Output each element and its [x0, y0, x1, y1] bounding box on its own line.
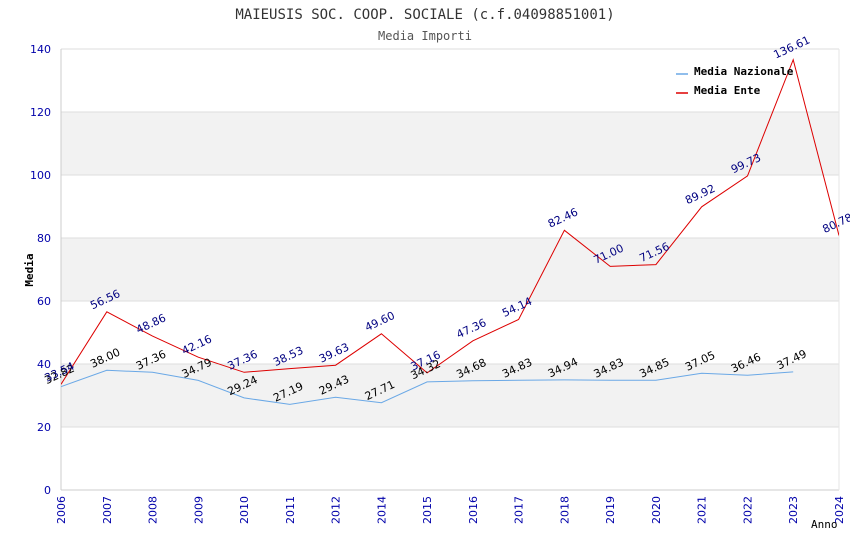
x-tick-2020: 2020	[650, 496, 663, 524]
x-tick-2007: 2007	[101, 496, 114, 524]
data-label-media-ente-2014: 49.60	[363, 309, 397, 334]
y-tick-80: 80	[37, 232, 51, 245]
series-line-media-ente	[61, 58, 839, 385]
x-tick-2017: 2017	[513, 496, 526, 524]
axes	[60, 49, 840, 491]
chart-subtitle: Media Importi	[378, 29, 472, 43]
gridlines	[61, 48, 839, 491]
background-bands	[61, 112, 839, 427]
x-tick-2006: 2006	[55, 496, 68, 524]
y-axis-label: Media	[23, 253, 36, 286]
data-label-media-ente-2008: 48.86	[134, 311, 168, 336]
x-tick-2010: 2010	[238, 496, 251, 524]
data-label-media-ente-2024: 80.78	[820, 211, 850, 236]
data-label-media-ente-2012: 39.63	[317, 340, 351, 365]
x-tick-2012: 2012	[330, 496, 343, 524]
legend-label-media-ente: Media Ente	[694, 84, 761, 97]
x-tick-2024: 2024	[833, 496, 846, 524]
data-label-media-ente-2009: 42.16	[180, 332, 214, 357]
data-label-media-ente-2023: 136.61	[772, 33, 812, 61]
x-tick-2019: 2019	[604, 496, 617, 524]
band-20-40	[61, 364, 839, 427]
y-tick-0: 0	[44, 484, 51, 497]
series-line-media-nazionale	[61, 369, 794, 405]
band-100-120	[61, 112, 839, 175]
y-tick-60: 60	[37, 295, 51, 308]
y-tick-20: 20	[37, 421, 51, 434]
x-axis-label: Anno	[811, 518, 838, 531]
y-tick-140: 140	[30, 43, 51, 56]
x-tick-2022: 2022	[741, 496, 754, 524]
legend-label-media-nazionale: Media Nazionale	[694, 65, 794, 78]
y-tick-labels: 0 20 40 60 80 100 120 140	[30, 43, 51, 497]
chart-title: MAIEUSIS SOC. COOP. SOCIALE (c.f.0409885…	[235, 7, 614, 23]
x-tick-2023: 2023	[787, 496, 800, 524]
data-label-media-ente-2021: 89.92	[683, 182, 717, 207]
y-tick-100: 100	[30, 169, 51, 182]
x-tick-2014: 2014	[375, 496, 388, 524]
y-tick-120: 120	[30, 106, 51, 119]
series-lines	[61, 58, 839, 405]
x-tick-2008: 2008	[147, 496, 160, 524]
data-label-media-ente-2016: 47.36	[454, 316, 488, 341]
x-tick-2021: 2021	[696, 496, 709, 524]
legend: Media Nazionale Media Ente	[676, 65, 794, 97]
y-tick-40: 40	[37, 358, 51, 371]
x-tick-2011: 2011	[284, 496, 297, 524]
band-60-80	[61, 238, 839, 301]
x-tick-2009: 2009	[192, 496, 205, 524]
data-label-media-ente-2018: 82.46	[546, 206, 580, 231]
x-tick-labels: 2006 2007 2008 2009 2010 2011 2012 2014 2015 2016…	[55, 496, 846, 524]
x-tick-2016: 2016	[467, 496, 480, 524]
x-tick-2015: 2015	[421, 496, 434, 524]
x-tick-2018: 2018	[558, 496, 571, 524]
